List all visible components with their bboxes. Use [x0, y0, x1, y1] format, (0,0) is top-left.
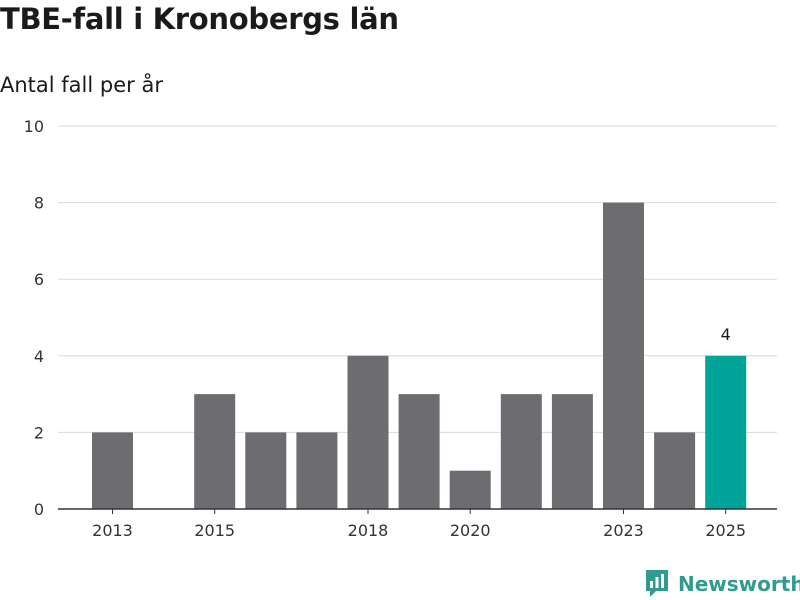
bar-2025 [705, 355, 747, 509]
bar-2021 [500, 394, 542, 509]
bar-2023 [603, 202, 644, 509]
x-tick-label: 2025 [705, 521, 746, 540]
bar-2017 [296, 432, 338, 509]
y-tick-label: 0 [34, 500, 44, 519]
bar-2016 [245, 432, 287, 509]
y-tick-label: 10 [24, 117, 44, 136]
chart-title: TBE-fall i Kronobergs län [0, 2, 399, 36]
y-tick-label: 2 [34, 423, 44, 442]
bar-2015 [194, 394, 236, 509]
x-tick-label: 2015 [194, 521, 235, 540]
bar-2013 [92, 432, 133, 509]
chart-subtitle: Antal fall per år [0, 73, 163, 97]
bar-2020 [449, 470, 491, 509]
bar-2024 [654, 432, 696, 509]
x-tick-label: 2018 [348, 521, 389, 540]
brand-name: Newsworthy [678, 572, 800, 596]
y-tick-label: 8 [34, 194, 44, 213]
newsworthy-logo: Newsworthy [644, 568, 800, 600]
y-tick-label: 4 [34, 347, 44, 366]
bar-2018 [347, 355, 389, 509]
bar-2019 [398, 394, 440, 509]
bar-2022 [551, 394, 593, 509]
y-tick-label: 6 [34, 270, 44, 289]
x-tick-label: 2020 [450, 521, 491, 540]
x-tick-label: 2013 [92, 521, 133, 540]
data-label: 4 [721, 325, 731, 344]
x-tick-label: 2023 [603, 521, 644, 540]
newsworthy-icon [646, 570, 668, 597]
